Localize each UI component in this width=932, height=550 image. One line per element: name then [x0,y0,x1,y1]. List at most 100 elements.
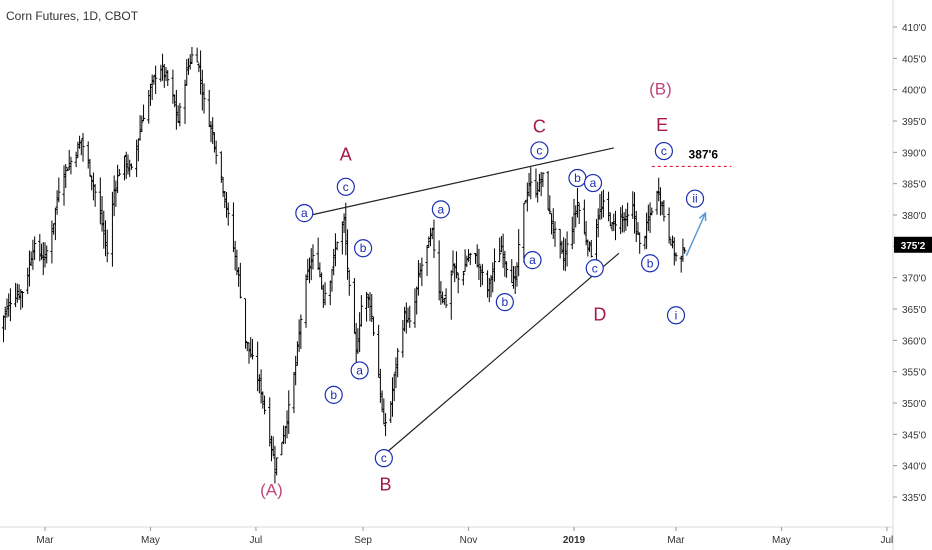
ohlc-bar [74,151,78,168]
ohlc-bar [250,339,255,360]
ohlc-bar [404,302,408,334]
ohlc-bar [390,377,395,417]
x-tick-label: Mar [36,535,54,546]
ohlc-bar [525,182,529,212]
ohlc-bar [413,288,417,328]
ohlc-bar [332,248,336,276]
ohlc-bar [3,306,7,330]
ohlc-bar [600,191,604,220]
ohlc-bar [316,237,320,271]
y-tick-label: 380'0 [902,211,927,222]
ohlc-bar [598,194,602,220]
ohlc-bar [268,397,272,447]
x-tick-label: May [141,535,160,546]
ohlc-bar [269,435,274,462]
ohlc-bar [461,270,465,286]
ohlc-bar [221,176,225,197]
ohlc-bar [1,315,6,343]
ohlc-bar [371,316,376,336]
ohlc-bar [491,262,495,293]
wave-label-primary: A [340,144,352,164]
ohlc-bar [247,342,251,364]
ohlc-bar [195,47,199,63]
ohlc-bar [335,241,339,251]
ohlc-bar [674,252,678,262]
x-tick-label: 2019 [563,535,586,546]
ohlc-bar [271,436,275,457]
ohlc-bar [451,250,455,274]
ohlc-bar [529,167,533,200]
ohlc-bar [549,213,554,235]
ohlc-bar [463,249,467,273]
ohlc-bar [582,199,586,234]
ohlc-bar [186,58,191,75]
ohlc-bar [245,341,249,352]
ohlc-bar [347,269,351,296]
ohlc-bar [468,252,472,266]
ohlc-bar [202,83,206,114]
ohlc-bar [570,216,574,250]
ohlc-bar [619,207,623,235]
ohlc-bar [430,227,434,240]
svg-text:c: c [381,451,387,465]
y-tick-label: 410'0 [902,23,927,34]
ohlc-bar [473,253,478,264]
ohlc-bar [382,398,386,425]
svg-text:a: a [438,202,445,216]
ohlc-bar [364,291,369,322]
svg-text:a: a [529,253,536,267]
ohlc-bar [93,184,97,207]
wave-label-minor: a [431,200,450,219]
ohlc-bar [645,212,649,249]
ohlc-bar [352,278,357,334]
ohlc-bar [294,355,298,386]
key-level-label: 387'6 [689,147,719,161]
trendlines: 387'6 [302,147,732,453]
ohlc-bar [477,248,481,281]
ohlc-bar [136,138,140,162]
ohlc-bar [449,270,453,320]
ohlc-bar [20,291,25,308]
ohlc-bar [283,425,287,444]
ohlc-bar [553,221,557,247]
ohlc-bar [148,83,153,106]
ohlc-bar [480,263,484,286]
ohlc-bar [587,241,592,252]
ohlc-bar [190,46,194,64]
ohlc-bar [27,250,32,287]
ohlc-bar [392,373,396,402]
ohlc-bar [110,191,115,267]
ohlc-bar [606,191,611,222]
ohlc-bar [235,249,239,276]
ohlc-bar [679,255,683,273]
ohlc-bar [200,69,204,111]
wave-label-minor: b [324,385,343,404]
ohlc-bar [50,220,54,264]
trendline [386,252,620,453]
ohlc-bar [515,262,519,287]
ohlc-bar [259,369,263,404]
ohlc-bar [657,177,661,202]
x-tick-label: Sep [354,535,372,546]
ohlc-bar [297,319,301,352]
ohlc-bar [501,233,505,268]
ohlc-bar [31,239,35,270]
chart-title: Corn Futures, 1D, CBOT [6,9,139,23]
y-tick-label: 345'0 [902,430,927,441]
ohlc-bar [333,233,338,267]
ohlc-bar [166,70,170,87]
last-price-box: 375'2 [894,236,932,253]
ohlc-bar [613,210,618,241]
wave-label-minor: ii [685,189,705,208]
wave-label-primary: E [656,115,668,135]
ohlc-bar [513,266,517,294]
wave-label-minor: b [353,239,373,258]
ohlc-bar [178,103,182,127]
ohlc-bar [69,156,73,175]
wave-label-primary: D [593,304,606,324]
ohlc-bar [138,115,142,141]
ohlc-bar [33,236,37,261]
ohlc-bar [634,210,638,243]
ohlc-bar [212,132,217,153]
ohlc-bar [280,442,284,456]
